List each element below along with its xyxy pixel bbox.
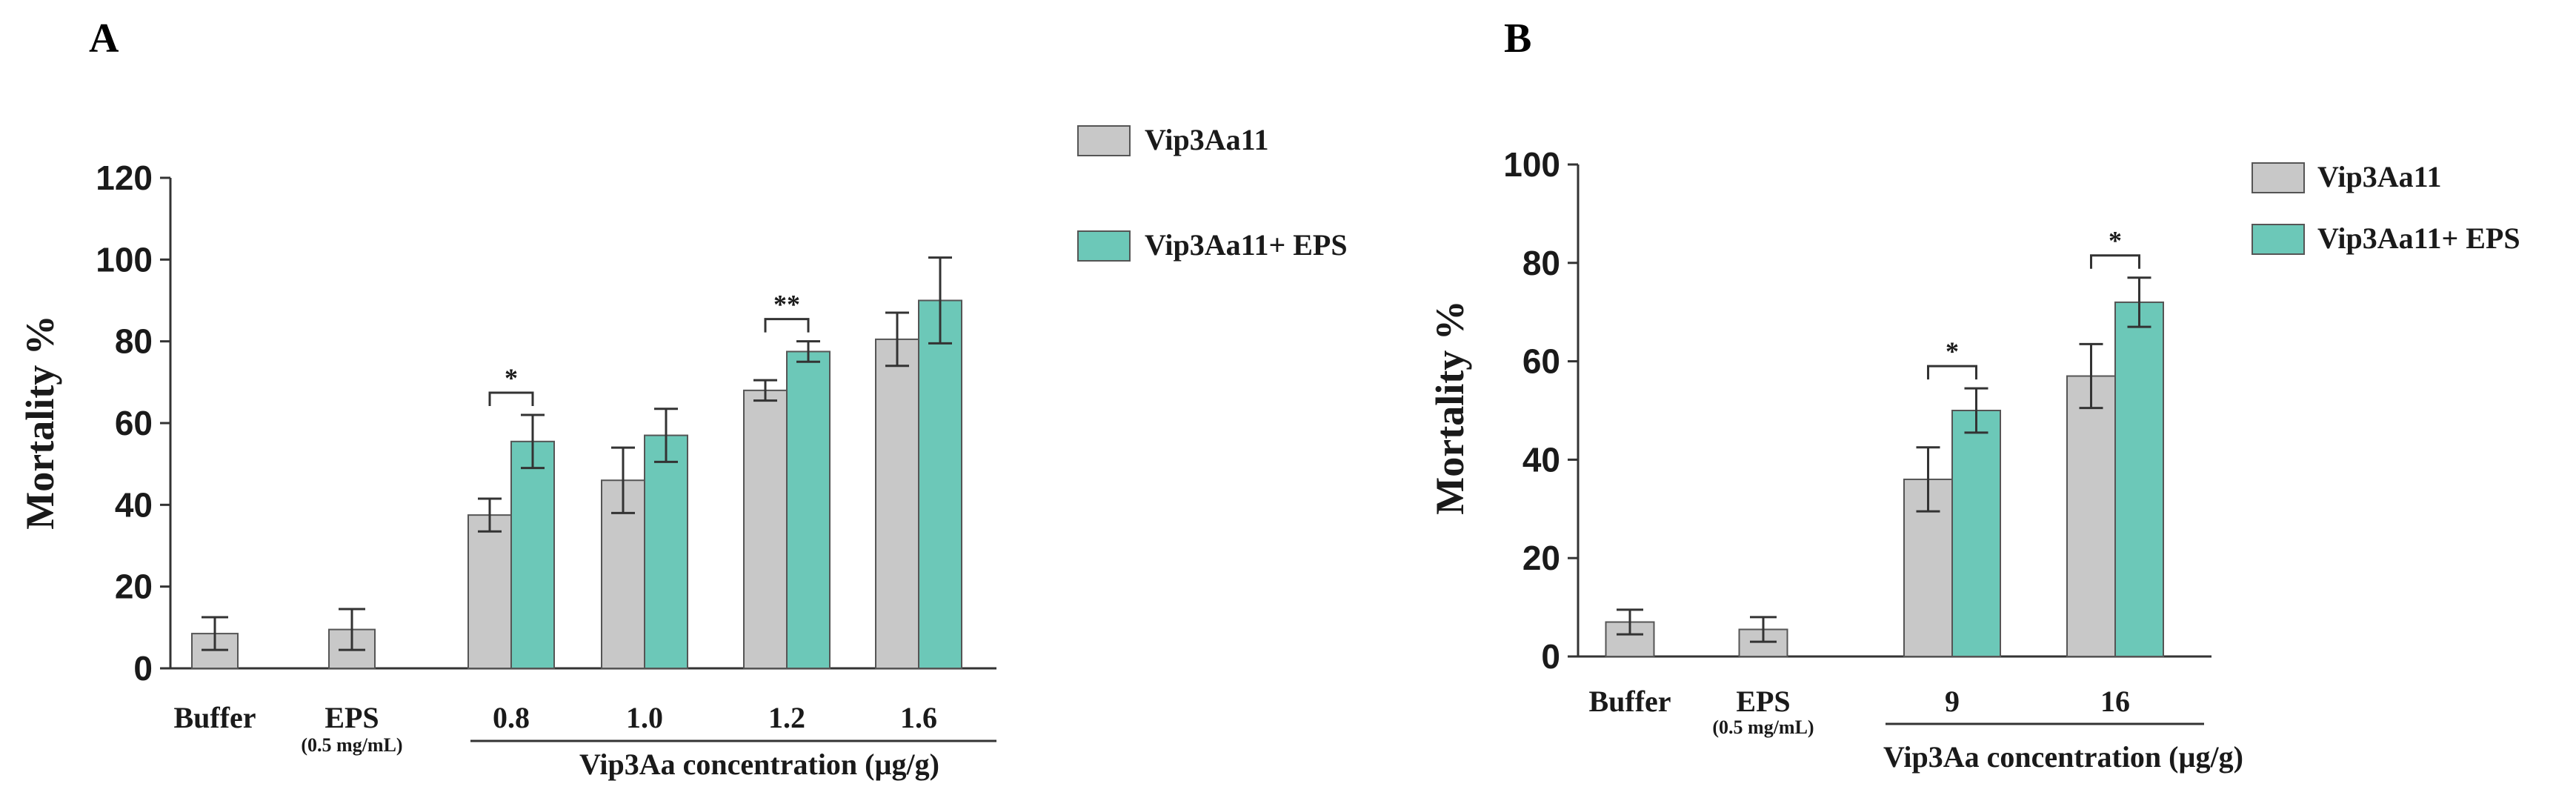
panel-a-significance-bracket-1 [764,318,810,333]
panel-b-significance-bracket-0 [1927,365,1977,380]
legend-b-swatch-vip3aa11 [2251,162,2305,193]
panel-b-x-tick-label-0: Buffer [1588,685,1671,718]
panel-b-y-tick-label-80: 80 [1522,244,1560,282]
panel-b-x-tick-sublabel-1: (0.5 mg/mL) [1712,716,1814,738]
panel-a-bar-s0-5 [875,338,919,669]
panel-b-significance-label-1: * [2109,226,2122,256]
panel-a-significance-label-1: ** [773,290,800,319]
panel-a-y-tick-label-80: 80 [115,322,153,361]
panel-b-significance-bracket-1 [2090,254,2140,269]
panel-b-plot: 0 20 40 60 80 100 Buffer EPS(0.5 mg/mL) 9 16 * * [1503,145,2211,738]
panel-a-x-tick-label-1: EPS [325,701,379,734]
panel-a-y-axis-label: Mortality % [18,315,62,529]
panel-a-bar-s1-3 [644,434,688,669]
panel-b-bar-s0-3 [2066,375,2116,657]
panel-b-y-tick-label-0: 0 [1541,637,1560,676]
panel-a-plot: 0 20 40 60 80 100 120 Buffer EPS(0.5 mg/mL) 0.8 1.… [96,159,996,756]
panel-a-x-tick-label-0: Buffer [173,701,256,734]
panel-a-bar-s0-2 [467,514,512,669]
panel-b-label: B [1504,16,1531,61]
panel-a-bar-s1-2 [510,440,555,669]
panel-a-bar-s1-4 [786,350,831,669]
panel-a-y-tick-label-120: 120 [96,159,153,197]
panel-b-bar-s1-2 [1951,410,2001,657]
legend-b-label-vip3aa11-eps: Vip3Aa11+ EPS [2317,222,2520,255]
panel-b-y-tick-label-60: 60 [1522,342,1560,381]
legend-a-swatch-vip3aa11-eps [1077,230,1131,262]
panel-a-significance-label-0: * [505,363,518,393]
panel-a-x-tick-label-4: 1.2 [768,701,805,734]
panel-b-y-tick-label-100: 100 [1503,145,1560,184]
panel-b-y-tick-label-20: 20 [1522,539,1560,577]
panel-b-y-axis-label: Mortality % [1428,300,1472,514]
panel-b-x-tick-label-1: EPS [1736,685,1790,718]
panel-a-y-tick-label-100: 100 [96,240,153,279]
panel-b-significance-label-0: * [1946,336,1959,366]
panel-a-y-tick-label-40: 40 [115,485,153,524]
legend-b-label-vip3aa11: Vip3Aa11 [2317,160,2441,193]
panel-b-x-axis-label: Vip3Aa concentration (µg/g) [1883,740,2243,774]
panel-b-bar-control-1 [1738,628,1788,657]
panel-a-legend: Vip3Aa11 Vip3Aa11+ EPS [1077,123,1348,262]
panel-b-x-tick-label-3: 16 [2100,685,2130,718]
panel-a-x-tick-label-5: 1.6 [900,701,937,734]
panel-a-bar-s1-5 [918,299,962,669]
panel-a-x-tick-label-2: 0.8 [493,701,530,734]
panel-b-legend: Vip3Aa11 Vip3Aa11+ EPS [2251,160,2520,255]
legend-b-swatch-vip3aa11-eps [2251,224,2305,255]
panel-a-significance-bracket-0 [488,391,534,406]
panel-a-bar-s0-4 [743,389,788,669]
panel-a-y-tick-label-0: 0 [133,649,153,688]
panel-a-x-tick-sublabel-1: (0.5 mg/mL) [301,734,402,756]
panel-b-x-tick-label-2: 9 [1945,685,1960,718]
legend-a-label-vip3aa11-eps: Vip3Aa11+ EPS [1145,228,1348,262]
panel-a-y-tick-label-60: 60 [115,404,153,442]
panel-a-x-axis-label: Vip3Aa concentration (µg/g) [579,748,939,781]
legend-a-label-vip3aa11: Vip3Aa11 [1145,123,1268,156]
legend-a-swatch-vip3aa11 [1077,125,1131,156]
panel-a-x-tick-label-3: 1.0 [626,701,663,734]
panel-b-bar-s1-3 [2114,301,2164,657]
panel-b-y-tick-label-40: 40 [1522,440,1560,479]
panel-a-y-tick-label-20: 20 [115,568,153,606]
panel-a-label: A [89,16,119,61]
